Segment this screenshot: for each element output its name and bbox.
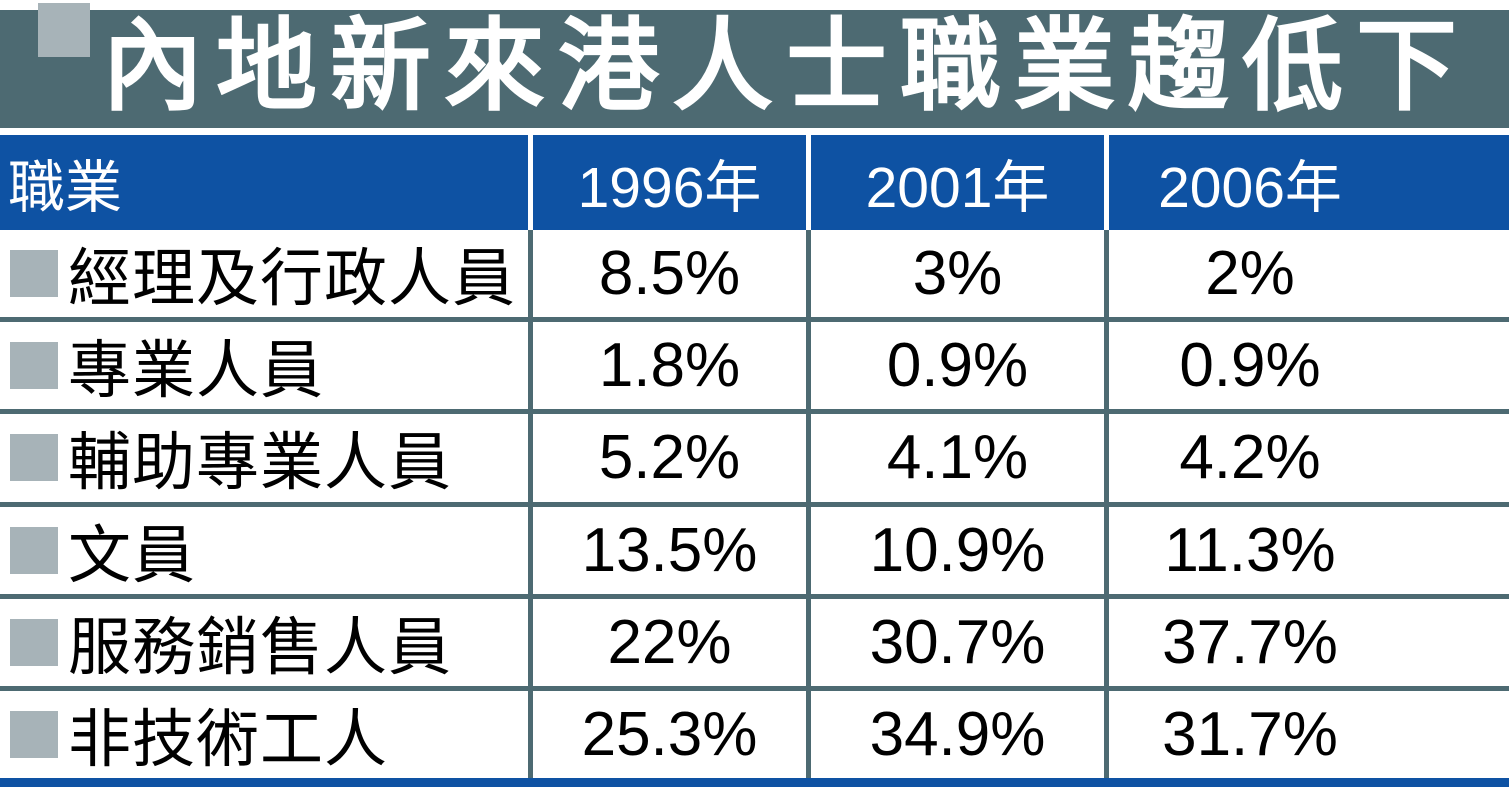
header-divider — [528, 135, 533, 230]
column-divider — [528, 230, 533, 778]
column-header-2001: 2001年 — [865, 155, 1050, 220]
column-divider — [1104, 230, 1109, 778]
row-bullet-icon — [10, 526, 58, 574]
row-bullet-icon — [10, 342, 58, 390]
value-1996: 1.8% — [598, 331, 741, 401]
row-bullet-icon — [10, 710, 58, 758]
row-label: 服務銷售人員 — [68, 612, 452, 683]
value-2001: 4.1% — [886, 423, 1029, 493]
title-bullet-square-icon — [38, 3, 90, 57]
occupation-cell: 經理及行政人員 — [0, 230, 528, 317]
table-row: 文員 13.5% 10.9% 11.3% — [0, 506, 1509, 594]
occupation-cell: 專業人員 — [0, 322, 528, 409]
bottom-rule — [0, 778, 1509, 787]
value-1996: 13.5% — [581, 515, 758, 585]
value-2006: 37.7% — [1162, 607, 1338, 677]
title-band — [0, 10, 1509, 128]
occupation-cell: 非技術工人 — [0, 691, 528, 778]
occupation-cell: 輔助專業人員 — [0, 414, 528, 501]
value-2006: 2% — [1205, 239, 1295, 309]
column-divider — [806, 230, 811, 778]
table-row: 輔助專業人員 5.2% 4.1% 4.2% — [0, 414, 1509, 502]
header-divider — [806, 135, 811, 230]
row-label: 經理及行政人員 — [68, 244, 516, 315]
occupation-cell: 服務銷售人員 — [0, 599, 528, 686]
value-1996: 25.3% — [581, 699, 758, 769]
row-label: 文員 — [68, 520, 196, 591]
table-row: 經理及行政人員 8.5% 3% 2% — [0, 230, 1509, 318]
value-2001: 10.9% — [869, 515, 1046, 585]
table-body: 經理及行政人員 8.5% 3% 2% 專業人員 1.8% 0.9% 0.9% 輔助專業人員 5.2… — [0, 230, 1509, 779]
row-bullet-icon — [10, 250, 58, 298]
table-row: 服務銷售人員 22% 30.7% 37.7% — [0, 598, 1509, 686]
chart-title: 內地新來港人士職業趨低下 — [102, 11, 1471, 123]
table-header-row: 職業 1996年 2001年 2006年 — [0, 135, 1509, 230]
column-header-occupation: 職業 — [8, 155, 122, 220]
row-bullet-icon — [10, 434, 58, 482]
table-row: 專業人員 1.8% 0.9% 0.9% — [0, 322, 1509, 410]
row-bullet-icon — [10, 618, 58, 666]
column-header-1996: 1996年 — [577, 155, 762, 220]
value-1996: 8.5% — [598, 239, 741, 309]
value-1996: 22% — [607, 607, 732, 677]
row-label: 輔助專業人員 — [68, 428, 452, 499]
value-2001: 0.9% — [886, 331, 1029, 401]
row-label: 專業人員 — [68, 336, 324, 407]
row-label: 非技術工人 — [68, 704, 388, 775]
value-2006: 31.7% — [1162, 699, 1338, 769]
value-2006: 11.3% — [1164, 515, 1336, 585]
value-2006: 0.9% — [1179, 331, 1321, 401]
header-divider — [1104, 135, 1109, 230]
occupation-cell: 文員 — [0, 507, 528, 594]
value-2001: 3% — [912, 239, 1003, 309]
value-2001: 30.7% — [869, 607, 1046, 677]
value-2001: 34.9% — [869, 699, 1046, 769]
value-1996: 5.2% — [598, 423, 741, 493]
column-header-2006: 2006年 — [1158, 155, 1342, 220]
value-2006: 4.2% — [1179, 423, 1321, 493]
table-row: 非技術工人 25.3% 34.9% 31.7% — [0, 690, 1509, 779]
